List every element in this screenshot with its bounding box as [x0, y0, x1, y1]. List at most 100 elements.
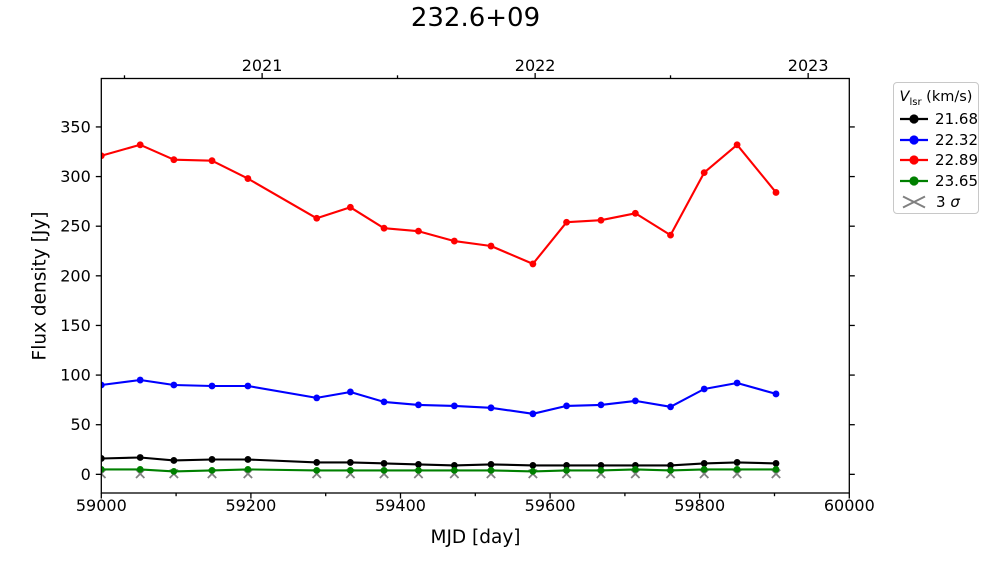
legend-x-marker-icon: [902, 195, 926, 209]
tick-label: 60000: [824, 496, 875, 515]
data-point: [487, 461, 495, 468]
plot-border: [100, 77, 850, 494]
data-point: [244, 382, 252, 390]
data-point: [529, 467, 537, 475]
legend-entry-label: 22.32: [935, 130, 978, 149]
legend: Vlsr (km/s) 21.68 22.32 22.89 23.65 3 σ: [893, 82, 979, 214]
top-year-axis: 2021 2022 2023: [123, 56, 829, 79]
data-point: [631, 465, 639, 473]
data-point: [101, 381, 105, 389]
legend-entry: 3 σ: [894, 191, 978, 212]
data-point: [101, 465, 105, 473]
legend-line-marker-icon: [900, 155, 928, 166]
data-point: [631, 209, 639, 217]
tick-label: 250: [60, 217, 91, 236]
data-point: [415, 461, 422, 468]
y-axis: 0 50 100 150 200 250 300 350: [60, 117, 102, 484]
legend-title-units: (km/s): [921, 89, 973, 105]
data-point: [563, 466, 570, 474]
legend-entry: 23.65: [894, 171, 978, 192]
data-point: [346, 466, 354, 474]
data-point: [772, 189, 780, 196]
data-point: [415, 401, 422, 409]
data-point: [346, 459, 354, 466]
data-point: [313, 214, 321, 222]
data-point: [700, 465, 708, 473]
data-point: [487, 466, 495, 474]
x-axis: 59000 59200 59400 59600 59800 60000: [76, 493, 875, 515]
legend-entry: 22.89: [894, 150, 978, 171]
data-point: [380, 398, 388, 406]
data-point: [733, 141, 741, 149]
legend-entry: 22.32: [894, 130, 978, 151]
data-point: [244, 465, 252, 473]
data-point: [136, 376, 144, 384]
data-point: [700, 385, 708, 393]
data-point: [772, 460, 780, 467]
legend-title: Vlsr (km/s): [894, 87, 978, 109]
legend-entries: 21.68 22.32 22.89 23.65 3 σ: [894, 109, 978, 212]
data-point: [380, 460, 388, 467]
legend-line-marker-icon: [900, 135, 928, 145]
series-22.89: [101, 141, 780, 268]
legend-entry-label: 22.89: [935, 151, 978, 170]
chart-title: 232.6+09: [410, 3, 541, 33]
data-point: [208, 456, 216, 463]
legend-entry: 21.68: [894, 109, 978, 130]
legend-line-marker-icon: [900, 176, 928, 186]
tick-label: 150: [60, 316, 91, 335]
data-point: [597, 466, 605, 474]
tick-label: 50: [70, 415, 90, 434]
tick-label: 100: [60, 366, 91, 385]
legend-title-variable: V: [899, 89, 910, 105]
data-point: [667, 466, 674, 474]
data-point: [631, 397, 639, 405]
tick-label: 200: [60, 266, 91, 285]
legend-entry-label: 23.65: [935, 172, 978, 191]
data-point: [208, 382, 216, 390]
data-point: [450, 462, 458, 469]
series-21.68: [101, 454, 780, 469]
y-axis-label: Flux density [Jy]: [29, 211, 51, 361]
tick-label: 59200: [225, 496, 276, 515]
tick-label: 59000: [76, 496, 127, 515]
data-point: [529, 410, 537, 418]
data-point: [380, 466, 388, 474]
legend-entry-label: 3 σ: [936, 192, 960, 211]
data-point: [772, 465, 780, 473]
data-point: [380, 224, 388, 232]
data-point: [667, 403, 674, 411]
data-point: [244, 456, 252, 463]
tick-label: 59400: [375, 496, 426, 515]
series-22.32: [101, 376, 780, 418]
data-point: [597, 462, 605, 469]
data-point: [346, 203, 354, 211]
data-point: [450, 237, 458, 245]
data-point: [563, 462, 570, 469]
data-point: [563, 402, 570, 410]
data-point: [700, 460, 708, 467]
data-point: [101, 455, 105, 462]
data-point: [313, 466, 321, 474]
tick-label: 59800: [674, 496, 725, 515]
data-point: [487, 242, 495, 250]
series-23.65: [101, 465, 780, 475]
tick-label: 2022: [515, 56, 556, 75]
legend-title-subscript: lsr: [909, 96, 922, 108]
data-point: [346, 388, 354, 396]
data-point: [313, 394, 321, 402]
tick-label: 2021: [242, 56, 283, 75]
legend-entry-label: 21.68: [935, 110, 978, 129]
x-axis-label: MJD [day]: [430, 527, 521, 548]
data-point: [733, 465, 741, 473]
data-point: [170, 156, 178, 164]
data-point: [597, 216, 605, 224]
data-point: [244, 175, 252, 182]
tick-label: 59600: [525, 496, 576, 515]
data-point: [529, 260, 537, 268]
legend-line-marker-icon: [900, 114, 928, 124]
data-point: [101, 152, 105, 160]
data-point: [208, 157, 216, 165]
data-point: [667, 462, 674, 469]
